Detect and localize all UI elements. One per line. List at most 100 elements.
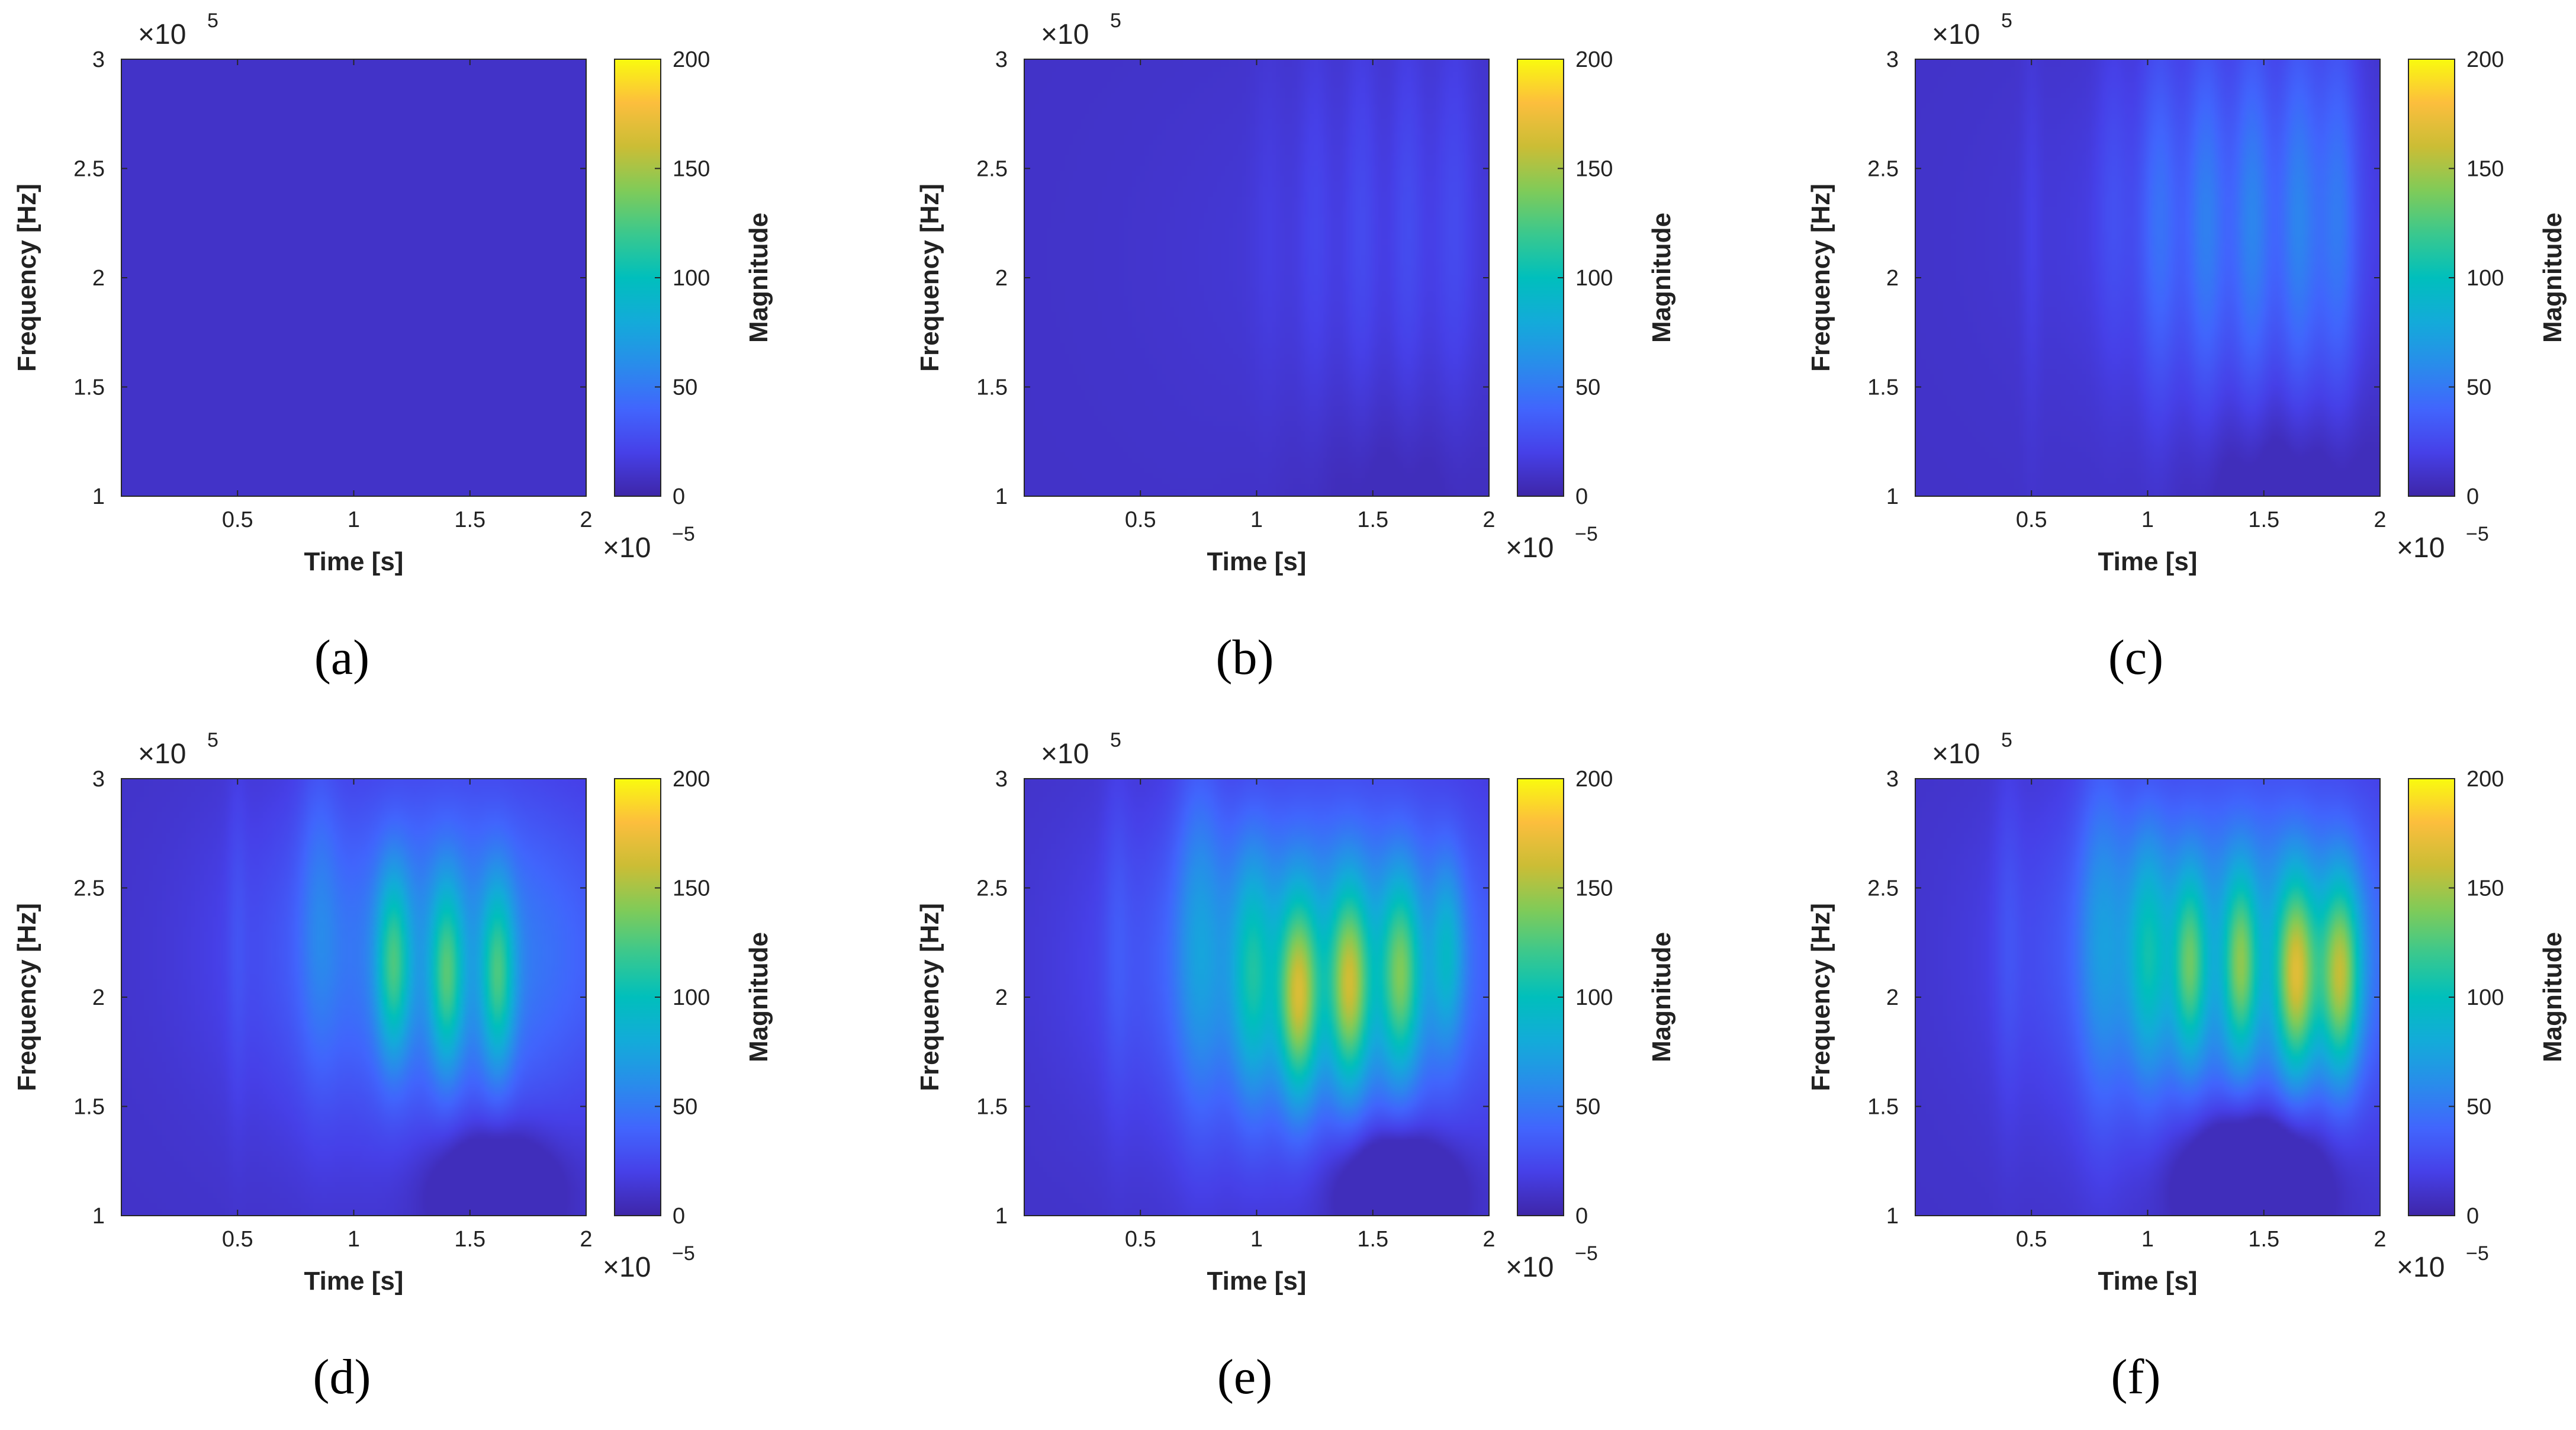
x-tick-label: 1.5 xyxy=(2248,507,2279,532)
x-tick-label: 1.5 xyxy=(454,507,485,532)
subplot-f: 0.5 1 1.5 2 1 1.5 2 2.5 3 Time [s] Frequency [Hz] ×… xyxy=(1794,719,2576,1430)
y-tick-label: 2 xyxy=(1886,266,1899,291)
colorbar-tick-label: 0 xyxy=(1575,484,1588,509)
subplot-e: 0.5 1 1.5 2 1 1.5 2 2.5 3 Time [s] Frequency [Hz] ×… xyxy=(903,719,1791,1430)
y-axis-label: Frequency [Hz] xyxy=(1806,903,1835,1091)
colorbar-tick-label: 50 xyxy=(673,375,697,400)
x-tick-label: 1.5 xyxy=(2248,1227,2279,1252)
colorbar-tick-label: 100 xyxy=(2466,266,2504,291)
colorbar-label: Magnitude xyxy=(2538,932,2567,1062)
y-tick-label: 1.5 xyxy=(1867,1095,1899,1120)
colorbar-label: Magnitude xyxy=(2538,213,2567,343)
x-axis-multiplier-exponent: −5 xyxy=(1575,523,1598,545)
y-axis-label: Frequency [Hz] xyxy=(12,184,41,372)
y-tick-label: 2 xyxy=(1886,985,1899,1010)
colorbar-tick-label: 0 xyxy=(673,1204,685,1229)
y-tick-label: 2.5 xyxy=(1867,876,1899,901)
colorbar-label: Magnitude xyxy=(1647,213,1676,343)
y-tick-label: 3 xyxy=(92,47,105,72)
colorbar-label: Magnitude xyxy=(744,932,773,1062)
x-tick-label: 2 xyxy=(580,1227,592,1252)
colorbar xyxy=(2408,778,2455,1216)
x-tick-label: 0.5 xyxy=(1125,507,1156,532)
colorbar-tick-label: 150 xyxy=(2466,157,2504,182)
x-tick-label: 0.5 xyxy=(222,507,253,532)
subplot-caption: (d) xyxy=(313,1349,371,1405)
subplot-caption: (e) xyxy=(1217,1349,1272,1405)
heatmap-image xyxy=(1915,779,2380,1216)
y-tick-label: 2 xyxy=(995,985,1008,1010)
y-tick-label: 1 xyxy=(995,484,1008,509)
colorbar-tick-label: 150 xyxy=(2466,876,2504,901)
y-axis-multiplier: ×10 xyxy=(1932,738,1980,770)
colorbar-tick-label: 0 xyxy=(1575,1204,1588,1229)
x-tick-label: 2 xyxy=(2374,1227,2386,1252)
subplot-caption: (f) xyxy=(2111,1349,2161,1405)
y-tick-label: 2 xyxy=(92,266,105,291)
x-tick-label: 0.5 xyxy=(1125,1227,1156,1252)
heatmap-image xyxy=(1915,59,2380,496)
chart-svg: 0.5 1 1.5 2 1 1.5 2 2.5 3 Time [s] Frequency [Hz] ×… xyxy=(915,9,1676,685)
chart-svg: 0.5 1 1.5 2 1 1.5 2 2.5 3 Time [s] Frequency [Hz] ×… xyxy=(12,9,773,685)
x-tick-label: 1 xyxy=(348,1227,360,1252)
colorbar-tick-label: 0 xyxy=(2466,1204,2479,1229)
x-axis-label: Time [s] xyxy=(304,1267,404,1296)
y-tick-label: 1 xyxy=(92,1204,105,1229)
x-tick-label: 1 xyxy=(2141,1227,2154,1252)
x-tick-label: 0.5 xyxy=(2016,507,2047,532)
y-axis-multiplier: ×10 xyxy=(1041,19,1089,50)
y-tick-label: 1.5 xyxy=(1867,375,1899,400)
chart-svg: 0.5 1 1.5 2 1 1.5 2 2.5 3 Time [s] Frequency [Hz] ×… xyxy=(12,729,773,1405)
y-tick-label: 1 xyxy=(995,1204,1008,1229)
x-tick-label: 2 xyxy=(2374,507,2386,532)
y-tick-label: 3 xyxy=(1886,767,1899,792)
colorbar-tick-label: 100 xyxy=(673,985,710,1010)
x-axis-label: Time [s] xyxy=(2098,1267,2198,1296)
y-axis-multiplier: ×10 xyxy=(138,19,186,50)
y-axis-label: Frequency [Hz] xyxy=(12,903,41,1091)
colorbar-tick-label: 150 xyxy=(1575,876,1613,901)
colorbar-tick-label: 200 xyxy=(673,767,710,792)
x-tick-label: 1.5 xyxy=(454,1227,485,1252)
colorbar xyxy=(614,778,661,1216)
x-tick-label: 1.5 xyxy=(1357,507,1388,532)
x-axis-label: Time [s] xyxy=(304,547,404,576)
x-axis-multiplier: ×10 xyxy=(603,532,651,564)
colorbar-label: Magnitude xyxy=(744,213,773,343)
y-tick-label: 3 xyxy=(995,47,1008,72)
x-tick-label: 1.5 xyxy=(1357,1227,1388,1252)
y-axis-multiplier-exponent: 5 xyxy=(2001,729,2012,751)
x-tick-label: 0.5 xyxy=(2016,1227,2047,1252)
colorbar-tick-label: 150 xyxy=(673,157,710,182)
y-tick-label: 2.5 xyxy=(73,876,105,901)
x-tick-label: 0.5 xyxy=(222,1227,253,1252)
y-axis-multiplier: ×10 xyxy=(1041,738,1089,770)
chart-svg: 0.5 1 1.5 2 1 1.5 2 2.5 3 Time [s] Frequency [Hz] ×… xyxy=(915,729,1676,1405)
y-tick-label: 2 xyxy=(995,266,1008,291)
heatmap-image xyxy=(121,779,586,1216)
y-tick-label: 2.5 xyxy=(976,157,1008,182)
y-tick-label: 1 xyxy=(1886,1204,1899,1229)
x-axis-multiplier-exponent: −5 xyxy=(2466,523,2489,545)
subplot-caption: (a) xyxy=(314,630,369,685)
colorbar-tick-label: 200 xyxy=(1575,47,1613,72)
colorbar-tick-label: 100 xyxy=(1575,266,1613,291)
x-tick-label: 1 xyxy=(348,507,360,532)
colorbar-tick-label: 50 xyxy=(2466,375,2491,400)
colorbar xyxy=(1517,59,1564,497)
y-tick-label: 3 xyxy=(1886,47,1899,72)
y-tick-label: 2.5 xyxy=(1867,157,1899,182)
x-axis-multiplier-exponent: −5 xyxy=(672,1242,695,1265)
colorbar-tick-label: 50 xyxy=(2466,1095,2491,1120)
subplot-caption: (b) xyxy=(1216,630,1274,685)
y-tick-label: 3 xyxy=(92,767,105,792)
y-tick-label: 2.5 xyxy=(976,876,1008,901)
x-axis-label: Time [s] xyxy=(1207,547,1307,576)
x-tick-label: 2 xyxy=(1482,507,1495,532)
x-tick-label: 2 xyxy=(580,507,592,532)
x-tick-label: 1 xyxy=(1250,507,1263,532)
colorbar-tick-label: 0 xyxy=(673,484,685,509)
y-tick-label: 1.5 xyxy=(976,375,1008,400)
y-axis-multiplier-exponent: 5 xyxy=(1110,9,1121,32)
